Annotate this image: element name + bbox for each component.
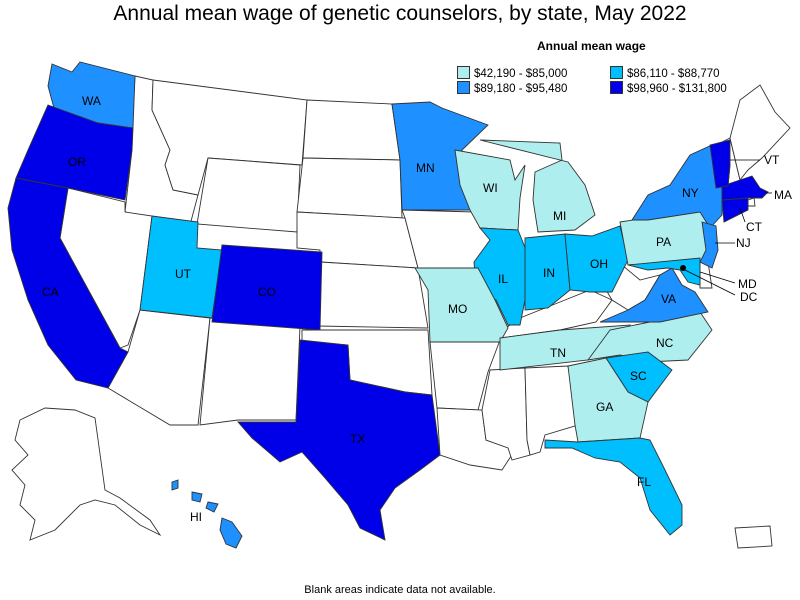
- state-florida[interactable]: [544, 437, 683, 536]
- state-label-il: IL: [498, 272, 508, 286]
- state-label-or: OR: [68, 155, 86, 169]
- map-title: Annual mean wage of genetic counselors, …: [113, 2, 687, 25]
- state-texas[interactable]: [237, 339, 441, 541]
- state-label-ut: UT: [175, 267, 192, 281]
- state-label-va: VA: [661, 292, 676, 306]
- legend-swatch: [457, 81, 470, 94]
- state-label-ga: GA: [596, 400, 613, 414]
- state-label-nj: NJ: [736, 236, 751, 250]
- state-label-hi: HI: [190, 510, 202, 524]
- state-ohio[interactable]: [564, 225, 629, 293]
- state-kansas[interactable]: [317, 261, 429, 329]
- state-label-ny: NY: [682, 186, 699, 200]
- state-missouri[interactable]: [414, 267, 509, 343]
- legend-item-1: $42,190 - $85,000: [457, 66, 567, 80]
- state-michigan[interactable]: [479, 139, 596, 233]
- state-label-wa: WA: [82, 94, 101, 108]
- state-oregon[interactable]: [15, 104, 134, 201]
- state-california[interactable]: [7, 177, 129, 389]
- state-new-mexico[interactable]: [199, 317, 301, 426]
- legend-label: $89,180 - $95,480: [474, 83, 568, 95]
- state-georgia[interactable]: [567, 357, 649, 443]
- state-label-co: CO: [258, 285, 276, 299]
- state-colorado[interactable]: [211, 244, 323, 331]
- state-rhode-island[interactable]: [747, 197, 756, 207]
- state-maine[interactable]: [729, 84, 791, 182]
- state-label-wi: WI: [483, 181, 498, 195]
- state-alaska[interactable]: [11, 407, 162, 541]
- state-virginia[interactable]: [599, 267, 709, 323]
- state-label-nc: NC: [656, 336, 674, 350]
- state-label-md: MD: [738, 277, 757, 291]
- state-labels: WA OR CA UT CO TX MN WI MI IL IN OH MO T…: [42, 94, 792, 524]
- state-label-mo: MO: [448, 302, 467, 316]
- state-wyoming[interactable]: [196, 157, 301, 233]
- state-label-dc: DC: [740, 290, 758, 304]
- legend-item-2: $86,110 - $88,770: [610, 66, 720, 80]
- legend-item-4: $98,960 - $131,800: [610, 81, 727, 95]
- state-label-ca: CA: [42, 285, 59, 299]
- territory-puerto-rico[interactable]: [734, 525, 773, 549]
- state-label-ct: CT: [746, 220, 763, 234]
- state-new-york[interactable]: [631, 144, 723, 229]
- leader-lines: [684, 159, 772, 296]
- legend-swatch: [610, 81, 623, 94]
- legend-item-3: $89,180 - $95,480: [457, 81, 567, 95]
- footnote: Blank areas indicate data not available.: [304, 584, 496, 596]
- state-illinois[interactable]: [473, 227, 527, 326]
- legend-title: Annual mean wage: [537, 39, 646, 53]
- state-label-mi: MI: [553, 209, 566, 223]
- state-label-vt: VT: [764, 153, 780, 167]
- state-south-dakota[interactable]: [296, 157, 403, 219]
- legend-swatch: [457, 66, 470, 79]
- state-wisconsin[interactable]: [454, 149, 526, 231]
- state-label-oh: OH: [590, 257, 608, 271]
- state-label-mn: MN: [416, 161, 435, 175]
- state-north-dakota[interactable]: [302, 99, 401, 161]
- state-label-sc: SC: [630, 369, 647, 383]
- data-states: [7, 61, 769, 549]
- state-label-tx: TX: [350, 432, 365, 446]
- state-massachusetts[interactable]: [721, 175, 769, 201]
- legend-swatch: [610, 66, 623, 79]
- legend-label: $42,190 - $85,000: [474, 68, 568, 80]
- dc-dot: [680, 265, 686, 271]
- state-label-tn: TN: [550, 346, 566, 360]
- state-label-fl: FL: [637, 475, 651, 489]
- state-label-in: IN: [543, 266, 555, 280]
- state-hawaii[interactable]: [171, 479, 243, 549]
- legend-label: $86,110 - $88,770: [627, 68, 720, 80]
- no-data-states: [11, 75, 791, 549]
- state-new-jersey[interactable]: [699, 221, 719, 269]
- state-maryland[interactable]: [627, 257, 701, 286]
- state-label-pa: PA: [656, 235, 671, 249]
- state-vermont[interactable]: [709, 139, 731, 189]
- legend-label: $98,960 - $131,800: [627, 83, 727, 95]
- state-label-ma: MA: [774, 188, 792, 202]
- state-indiana[interactable]: [524, 233, 571, 311]
